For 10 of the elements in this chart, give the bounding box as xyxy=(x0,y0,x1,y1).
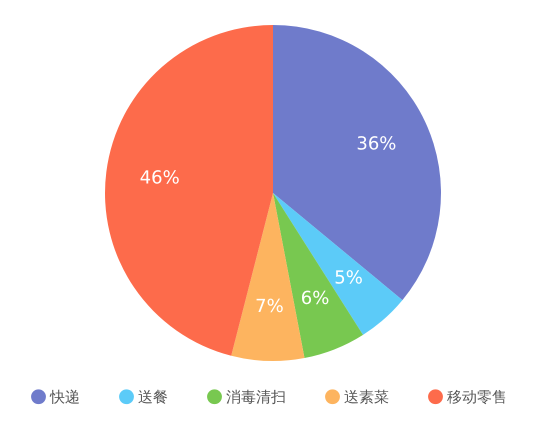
data-label: 7% xyxy=(255,296,284,318)
legend-label: 送素菜 xyxy=(344,388,389,406)
data-label: 6% xyxy=(300,288,330,310)
legend-label: 送餐 xyxy=(138,388,168,406)
legend-label: 消毒清扫 xyxy=(226,388,286,406)
legend-label: 快递 xyxy=(49,388,80,406)
legend-label: 移动零售 xyxy=(447,388,507,406)
data-label: 36% xyxy=(356,133,396,154)
data-label: 5% xyxy=(334,268,363,289)
data-label: 46% xyxy=(140,168,180,189)
